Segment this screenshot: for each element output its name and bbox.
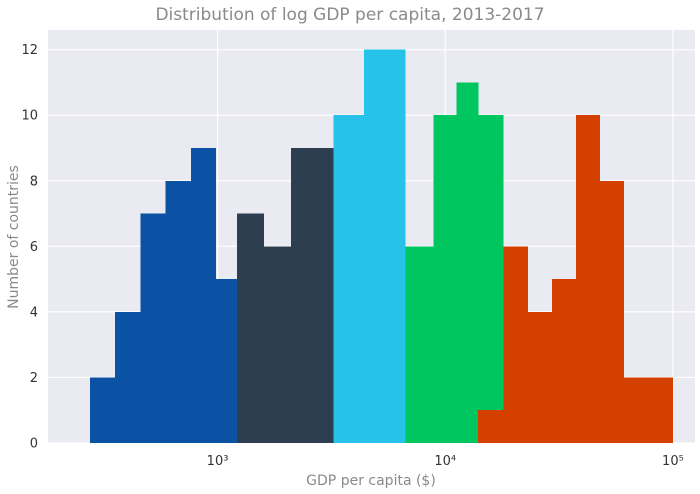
histogram-bars (89, 49, 673, 444)
y-tick-label: 2 (30, 371, 38, 386)
y-tick-label: 10 (21, 109, 38, 124)
histogram-bar (236, 213, 265, 443)
histogram-bar (140, 213, 166, 443)
histogram-bar (364, 49, 406, 444)
histogram-bar (216, 279, 237, 443)
histogram-bar (600, 180, 625, 443)
histogram-bar (477, 410, 504, 443)
y-tick-label: 0 (30, 437, 38, 452)
y-axis-label: Number of countries (6, 165, 22, 309)
histogram-bar (405, 246, 434, 443)
x-axis-label: GDP per capita ($) (306, 473, 436, 489)
histogram-bar (333, 115, 365, 443)
histogram-bar (456, 82, 479, 443)
histogram-bar (264, 246, 291, 443)
histogram-bar (89, 377, 116, 443)
histogram-bar (290, 148, 334, 443)
histogram-bar (433, 115, 457, 443)
histogram-bar (165, 180, 191, 443)
histogram-bar (575, 115, 601, 443)
y-tick-label: 6 (30, 240, 38, 255)
histogram-bar (115, 311, 141, 443)
y-axis-ticks: 0 2 4 6 8 10 12 (21, 43, 38, 451)
y-tick-label: 4 (30, 305, 38, 320)
histogram-bar (503, 246, 529, 443)
x-tick-label: 10⁵ (662, 454, 684, 469)
x-axis-ticks: 10³ 10⁴ 10⁵ (207, 454, 684, 469)
histogram-bar (478, 115, 504, 443)
histogram-bar (648, 377, 673, 443)
histogram-bar (190, 148, 217, 443)
x-tick-label: 10³ (207, 454, 229, 469)
histogram-bar (552, 279, 576, 443)
chart-title: Distribution of log GDP per capita, 2013… (155, 5, 544, 25)
y-tick-label: 8 (30, 174, 38, 189)
x-tick-label: 10⁴ (434, 454, 456, 469)
histogram-bar (528, 311, 553, 443)
y-tick-label: 12 (21, 43, 38, 58)
histogram-bar (624, 377, 649, 443)
